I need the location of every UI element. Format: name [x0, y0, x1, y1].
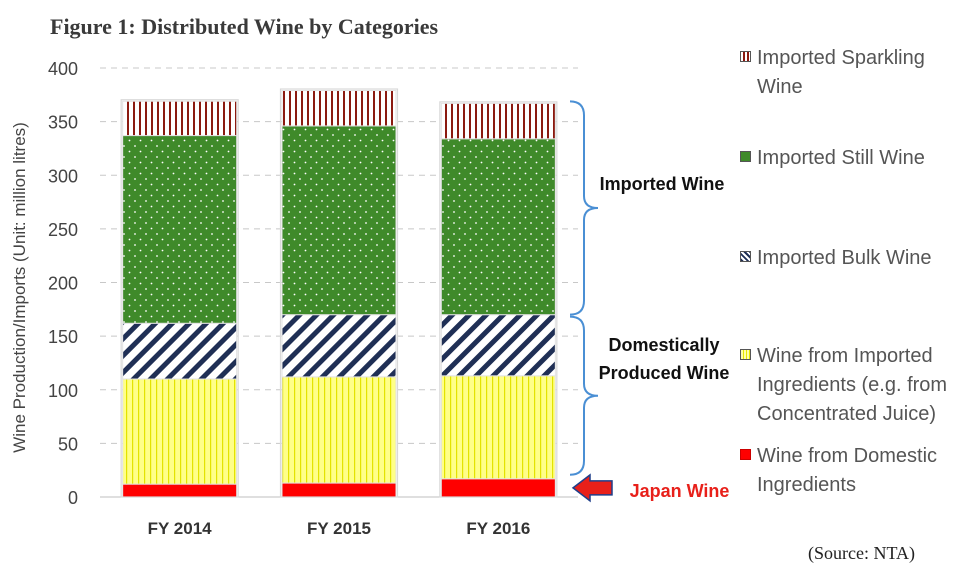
y-tick-label-1: 50: [58, 434, 78, 454]
legend-item-imported-sparkling: Imported Sparkling Wine: [740, 44, 971, 102]
bar-imported-still-1: [281, 125, 397, 316]
legend-swatch-imported-still: [740, 151, 751, 162]
source-note: (Source: NTA): [808, 543, 916, 563]
bar-stack-0: [120, 99, 239, 498]
legend-label-domestic-ingredients: Wine from Domestic Ingredients: [757, 445, 938, 496]
legend-label-imported-bulk: Imported Bulk Wine: [757, 247, 932, 269]
bar-outline-2: [439, 101, 558, 498]
domestic-wine-brace: [569, 315, 599, 476]
y-tick-label-7: 350: [48, 113, 78, 133]
imported-wine-annotation: Imported Wine: [599, 174, 725, 194]
bar-domestic-ingredients-1: [281, 482, 397, 498]
japan-wine-annotation: Japan Wine: [629, 481, 730, 501]
y-tick-label-6: 300: [48, 166, 78, 186]
x-tick-label-2: FY 2016: [466, 519, 530, 538]
legend-label-imported-ingredients: Wine from Imported Ingredients (e.g. fro…: [757, 345, 948, 425]
y-tick-label-2: 100: [48, 381, 78, 401]
legend-label-imported-still: Imported Still Wine: [757, 147, 925, 169]
bar-imported-ingredients-2: [440, 375, 556, 480]
bar-imported-still-0: [122, 135, 238, 324]
legend-item-imported-ingredients: Wine from Imported Ingredients (e.g. fro…: [740, 342, 971, 429]
bar-imported-ingredients-1: [281, 376, 397, 484]
bar-imported-ingredients-0: [122, 378, 238, 485]
y-tick-label-8: 400: [48, 59, 78, 79]
legend-item-imported-still: Imported Still Wine: [740, 144, 971, 173]
chart-title: Figure 1: Distributed Wine by Categories: [50, 14, 439, 39]
bar-outline-0: [120, 99, 239, 498]
x-tick-label-0: FY 2014: [148, 519, 213, 538]
y-tick-label-0: 0: [68, 488, 78, 508]
legend-label-imported-sparkling: Imported Sparkling Wine: [757, 47, 925, 98]
legend-swatch-imported-sparkling: [740, 51, 751, 62]
bar-imported-still-2: [440, 138, 556, 316]
bar-domestic-ingredients-2: [440, 478, 556, 498]
legend-item-domestic-ingredients: Wine from Domestic Ingredients: [740, 442, 971, 500]
y-tick-label-3: 150: [48, 327, 78, 347]
bar-imported-bulk-2: [440, 314, 556, 377]
bar-imported-bulk-0: [122, 322, 238, 380]
bar-imported-sparkling-0: [122, 100, 238, 137]
bar-imported-bulk-1: [281, 314, 397, 378]
legend-swatch-domestic-ingredients: [740, 449, 751, 460]
legend-swatch-imported-bulk: [740, 251, 751, 262]
bar-imported-sparkling-2: [440, 102, 556, 140]
japan-wine-arrow-icon: [571, 473, 613, 503]
x-tick-label-1: FY 2015: [307, 519, 371, 538]
bar-domestic-ingredients-0: [122, 483, 238, 498]
bar-stack-1: [279, 88, 399, 498]
y-tick-label-5: 250: [48, 220, 78, 240]
y-tick-label-4: 200: [48, 274, 78, 294]
legend-item-imported-bulk: Imported Bulk Wine: [740, 244, 971, 273]
bar-stack-2: [439, 101, 558, 498]
legend-swatch-imported-ingredients: [740, 349, 751, 360]
imported-wine-brace: [569, 100, 599, 316]
y-axis-label: Wine Production/Imports (Unit: million l…: [10, 122, 29, 453]
bar-imported-sparkling-1: [281, 90, 397, 127]
domestic-wine-annotation: Domestically Produced Wine: [598, 335, 730, 383]
bar-outline-1: [279, 88, 399, 498]
